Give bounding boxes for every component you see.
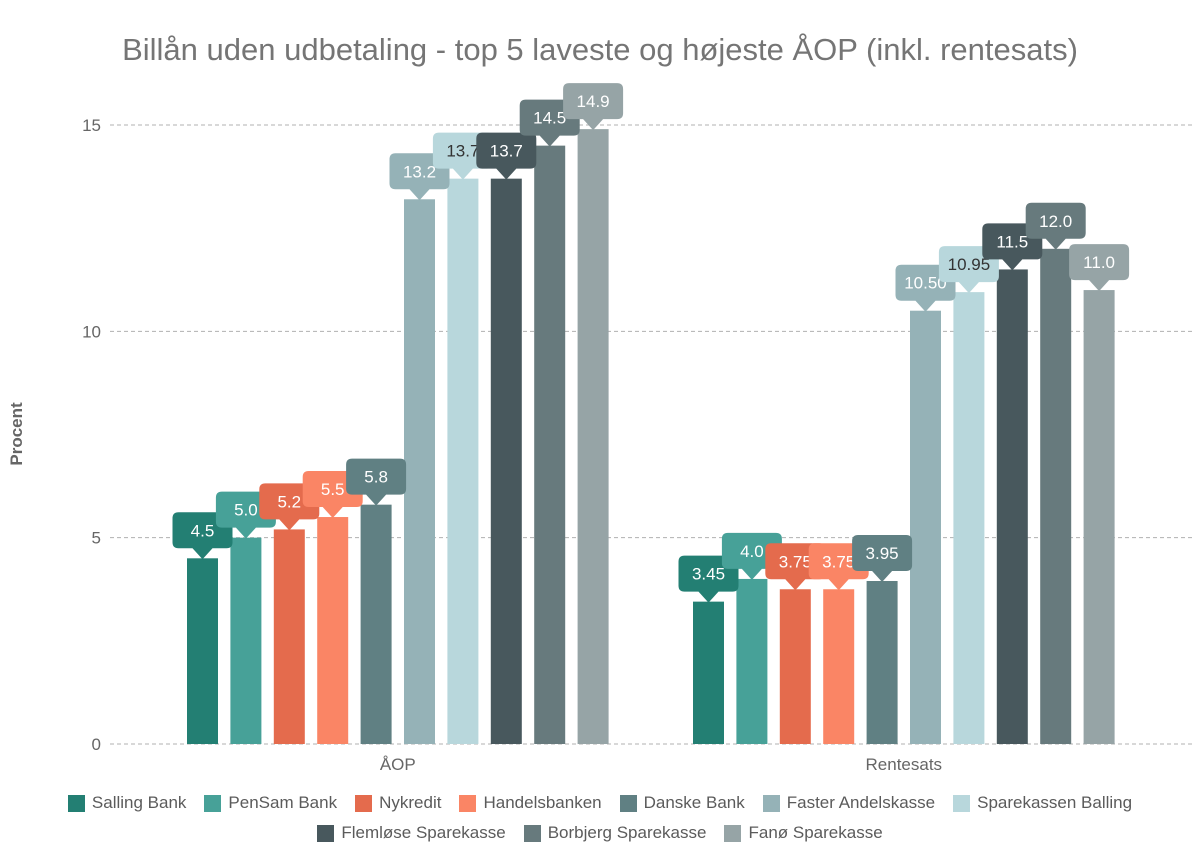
data-label-box — [852, 534, 913, 582]
bar — [996, 269, 1028, 744]
legend-item[interactable]: Borbjerg Sparekasse — [523, 823, 707, 843]
data-label-text: 13.7 — [446, 142, 479, 161]
data-label-text: 4.0 — [740, 542, 764, 561]
bar — [779, 589, 811, 744]
bar — [577, 129, 609, 745]
data-label-text: 12.0 — [1039, 212, 1072, 231]
data-label-text: 5.0 — [234, 501, 258, 520]
data-label-box — [563, 83, 624, 131]
data-label-text: 3.45 — [692, 565, 725, 584]
legend-swatch — [317, 824, 335, 842]
data-label-text: 11.5 — [996, 232, 1028, 251]
data-label: 14.9 — [563, 83, 624, 131]
data-label: 3.95 — [852, 534, 913, 582]
data-labels-layer: 4.5 5.0 5.2 5.5 5.8 13.2 13.7 13.7 14.5 14.9 3.45 4… — [172, 83, 1130, 603]
data-label-text: 5.2 — [277, 492, 301, 511]
bar — [736, 578, 768, 744]
legend-swatch — [204, 794, 222, 812]
legend-swatch — [724, 824, 742, 842]
bar — [404, 199, 435, 744]
legend-item[interactable]: Handelsbanken — [459, 793, 602, 813]
bar — [1040, 248, 1072, 745]
x-tick-label: Rentesats — [866, 755, 943, 774]
data-label-text: 13.2 — [403, 162, 436, 181]
bar — [953, 292, 985, 744]
legend-label: Borbjerg Sparekasse — [547, 823, 707, 842]
data-label-text: 13.7 — [490, 142, 523, 161]
data-label-box — [1025, 202, 1086, 250]
legend-swatch — [762, 794, 780, 812]
bar — [447, 178, 479, 744]
data-label-text: 3.75 — [779, 552, 812, 571]
y-axis-label: Procent — [7, 402, 26, 466]
legend-swatch — [67, 794, 85, 812]
bar — [360, 504, 392, 744]
legend-label: Danske Bank — [643, 793, 745, 812]
legend-item[interactable]: Danske Bank — [619, 793, 745, 813]
legend-label: Faster Andelskasse — [786, 793, 936, 812]
bar — [1083, 290, 1115, 744]
data-label-text: 14.9 — [577, 92, 610, 111]
data-label: 11.0 — [1069, 244, 1130, 292]
data-label-box — [346, 458, 407, 506]
x-axis-layer: ÅOP Rentesats — [380, 755, 942, 774]
legend-label: Nykredit — [379, 793, 442, 812]
chart-title: Billån uden udbetaling - top 5 laveste o… — [122, 32, 1078, 67]
legend-item[interactable]: Faster Andelskasse — [762, 793, 936, 813]
data-label-text: 4.5 — [191, 521, 215, 540]
data-label-text: 5.8 — [364, 468, 388, 487]
legend-item[interactable]: Flemløse Sparekasse — [317, 823, 506, 843]
legend-item[interactable]: Salling Bank — [67, 793, 187, 813]
legend-swatch — [619, 794, 637, 812]
data-label-text: 10.95 — [948, 255, 991, 274]
legend-item[interactable]: Nykredit — [355, 793, 441, 813]
legend-label: PenSam Bank — [228, 793, 338, 812]
data-label: 13.7 — [476, 132, 537, 180]
legend: Salling Bank PenSam Bank Nykredit Handelsba… — [0, 788, 1200, 848]
bar — [273, 529, 305, 744]
data-label-text: 3.75 — [822, 552, 855, 571]
legend-item[interactable]: PenSam Bank — [204, 793, 337, 813]
bar — [490, 178, 522, 744]
legend-item[interactable]: Sparekassen Balling — [953, 793, 1132, 813]
bar — [693, 601, 724, 744]
bar — [534, 145, 566, 745]
bars-layer — [187, 129, 1115, 745]
bar — [866, 580, 898, 744]
legend-swatch — [953, 794, 971, 812]
y-tick-label: 0 — [92, 735, 101, 754]
legend-swatch — [459, 794, 477, 812]
data-label-text: 10.50 — [904, 274, 947, 293]
bar — [317, 517, 349, 744]
x-tick-label: ÅOP — [380, 755, 416, 774]
data-label-text: 14.5 — [533, 109, 566, 128]
data-label-text: 3.95 — [866, 544, 899, 563]
data-label-box — [476, 132, 537, 180]
legend-item[interactable]: Fanø Sparekasse — [724, 823, 883, 843]
bar — [230, 537, 262, 744]
bar — [910, 310, 941, 744]
y-tick-label: 10 — [82, 322, 101, 341]
legend-label: Sparekassen Balling — [977, 793, 1133, 812]
y-tick-label: 5 — [92, 529, 101, 548]
y-tick-label: 15 — [82, 116, 101, 135]
data-label: 5.8 — [346, 458, 407, 506]
legend-label: Salling Bank — [91, 793, 187, 812]
legend-swatch — [355, 794, 373, 812]
data-label: 12.0 — [1025, 202, 1086, 250]
legend-label: Fanø Sparekasse — [748, 823, 883, 842]
bar — [187, 558, 218, 744]
bar — [823, 589, 855, 744]
data-label-text: 5.5 — [321, 480, 345, 499]
legend-label: Handelsbanken — [483, 793, 602, 812]
data-label-text: 11.0 — [1083, 253, 1115, 272]
legend-label: Flemløse Sparekasse — [341, 823, 506, 842]
data-label-box — [1069, 244, 1130, 292]
chart-svg: Billån uden udbetaling - top 5 laveste o… — [7, 32, 1195, 774]
legend-row: Flemløse Sparekasse Borbjerg Sparekasse Fa… — [0, 818, 1200, 848]
legend-row: Salling Bank PenSam Bank Nykredit Handelsba… — [0, 788, 1200, 818]
legend-swatch — [523, 824, 541, 842]
